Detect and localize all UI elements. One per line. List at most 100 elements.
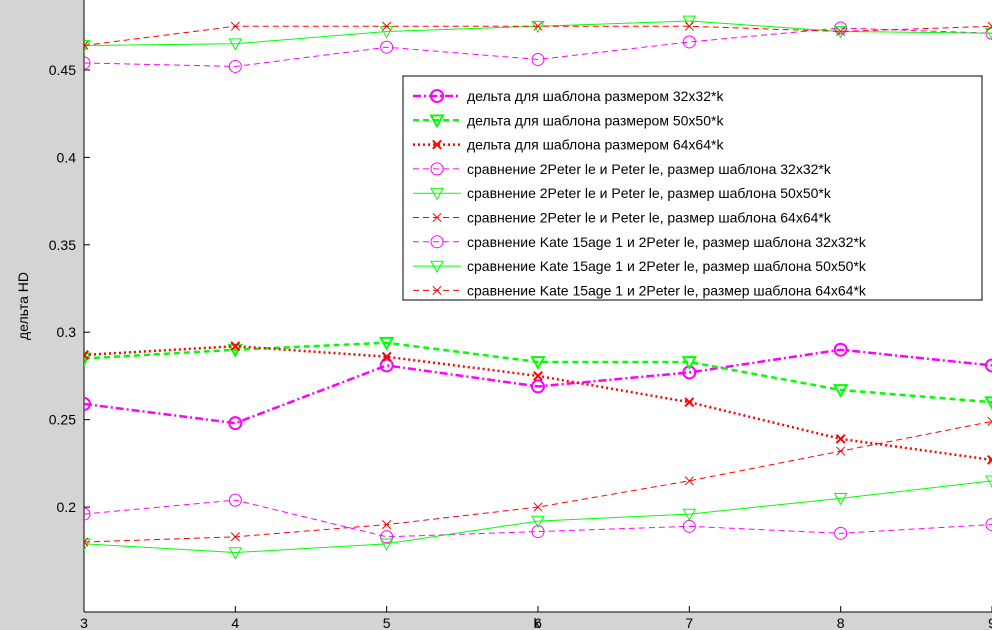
- data-point: [382, 520, 392, 530]
- series-line: [84, 27, 992, 67]
- legend-label: сравнение 2Peter le и Peter le, размер ш…: [467, 185, 832, 201]
- legend-item: сравнение Kate 15age 1 и 2Peter le, разм…: [413, 234, 867, 250]
- legend-label: дельта для шаблона размером 64x64*k: [467, 137, 724, 153]
- legend-label: сравнение Kate 15age 1 и 2Peter le, разм…: [467, 234, 867, 250]
- data-point: [682, 508, 697, 522]
- legend-item: сравнение Kate 15age 1 и 2Peter le, разм…: [413, 282, 867, 298]
- data-point: [684, 397, 695, 408]
- data-point: [533, 371, 543, 381]
- data-point: [533, 502, 543, 512]
- data-point: [432, 139, 442, 150]
- data-point: [985, 358, 992, 373]
- data-point: [531, 379, 545, 394]
- data-point: [380, 530, 394, 544]
- legend-label: сравнение 2Peter le и Peter le, размер ш…: [467, 161, 832, 177]
- data-point: [378, 336, 395, 351]
- legend-item: дельта для шаблона размером 50x50*k: [413, 112, 724, 129]
- data-point: [430, 162, 444, 176]
- data-point: [228, 59, 242, 73]
- data-point: [84, 350, 89, 360]
- data-point: [84, 40, 89, 51]
- data-point: [834, 526, 848, 540]
- data-point: [84, 40, 91, 53]
- legend-item: сравнение Kate 15age 1 и 2Peter le, разм…: [413, 258, 867, 274]
- legend: дельта для шаблона размером 32x32*k дельт…: [402, 75, 983, 301]
- series-line: [84, 341, 992, 404]
- data-point: [987, 416, 992, 426]
- data-point: [430, 187, 444, 201]
- data-point: [84, 56, 91, 70]
- data-point: [382, 21, 392, 31]
- x-axis-label: k: [534, 615, 542, 630]
- data-point: [230, 532, 240, 542]
- legend-item: дельта для шаблона размером 64x64*k: [413, 137, 724, 153]
- axis-ticks: 0.2 0.25 0.3 0.35 0.4 0.45 3 4 5 6 7 8 9: [49, 62, 992, 630]
- data-point: [836, 26, 846, 37]
- x-tick-label: 8: [837, 615, 845, 630]
- series-layer: [84, 15, 992, 560]
- series-1: [84, 336, 992, 411]
- data-point: [530, 356, 546, 371]
- y-axis-label: дельта HD: [15, 272, 31, 340]
- y-tick-label: 0.25: [49, 412, 76, 428]
- data-point: [684, 21, 694, 31]
- series-8: [84, 416, 992, 547]
- series-0: [84, 342, 992, 431]
- data-point: [833, 26, 848, 39]
- data-point: [430, 260, 444, 274]
- data-point: [684, 476, 694, 486]
- series-line: [84, 480, 992, 554]
- series-5: [84, 21, 992, 51]
- y-tick-label: 0.45: [49, 62, 76, 78]
- legend-label: сравнение Kate 15age 1 и 2Peter le, разм…: [467, 258, 867, 274]
- x-tick-label: 4: [231, 615, 239, 630]
- legend-label: дельта для шаблона размером 50x50*k: [467, 112, 724, 128]
- legend-item: сравнение 2Peter le и Peter le, размер ш…: [413, 210, 832, 226]
- data-point: [84, 396, 91, 411]
- data-point: [984, 396, 992, 411]
- x-tick-label: 7: [685, 615, 693, 630]
- legend-item: сравнение 2Peter le и Peter le, размер ш…: [413, 161, 832, 177]
- data-point: [531, 515, 545, 529]
- data-point: [985, 518, 992, 532]
- data-point: [84, 537, 89, 547]
- legend-item: сравнение 2Peter le и Peter le, размер ш…: [413, 185, 832, 201]
- data-point: [833, 342, 848, 357]
- series-line: [84, 348, 992, 425]
- y-tick-label: 0.2: [57, 499, 77, 515]
- data-point: [682, 35, 696, 49]
- data-point: [228, 38, 243, 51]
- data-point: [228, 493, 242, 507]
- data-point: [985, 27, 992, 41]
- data-point: [230, 21, 240, 31]
- y-tick-label: 0.4: [57, 149, 77, 165]
- data-point: [832, 384, 849, 398]
- y-tick-label: 0.35: [49, 237, 76, 253]
- data-point: [835, 433, 846, 444]
- data-point: [228, 416, 243, 431]
- data-point: [833, 493, 848, 506]
- data-point: [834, 21, 848, 35]
- x-tick-label: 3: [80, 615, 88, 630]
- x-tick-label: 5: [383, 615, 391, 630]
- data-point: [987, 454, 992, 465]
- data-point: [682, 15, 697, 29]
- data-point: [429, 114, 445, 129]
- data-point: [531, 525, 545, 539]
- data-point: [381, 351, 392, 362]
- data-point: [379, 538, 394, 551]
- data-point: [987, 21, 992, 31]
- y-tick-label: 0.3: [57, 324, 77, 340]
- data-point: [228, 547, 243, 560]
- legend-label: дельта для шаблона размером 32x32*k: [467, 88, 724, 104]
- x-tick-label: 6: [534, 615, 542, 630]
- legend-box: [402, 75, 983, 301]
- data-point: [430, 235, 444, 249]
- data-point: [681, 356, 698, 371]
- series-2: [84, 341, 992, 465]
- series-3: [84, 21, 992, 73]
- legend-label: сравнение 2Peter le и Peter le, размер ш…: [467, 210, 832, 226]
- data-point: [531, 20, 545, 34]
- data-point: [84, 507, 91, 521]
